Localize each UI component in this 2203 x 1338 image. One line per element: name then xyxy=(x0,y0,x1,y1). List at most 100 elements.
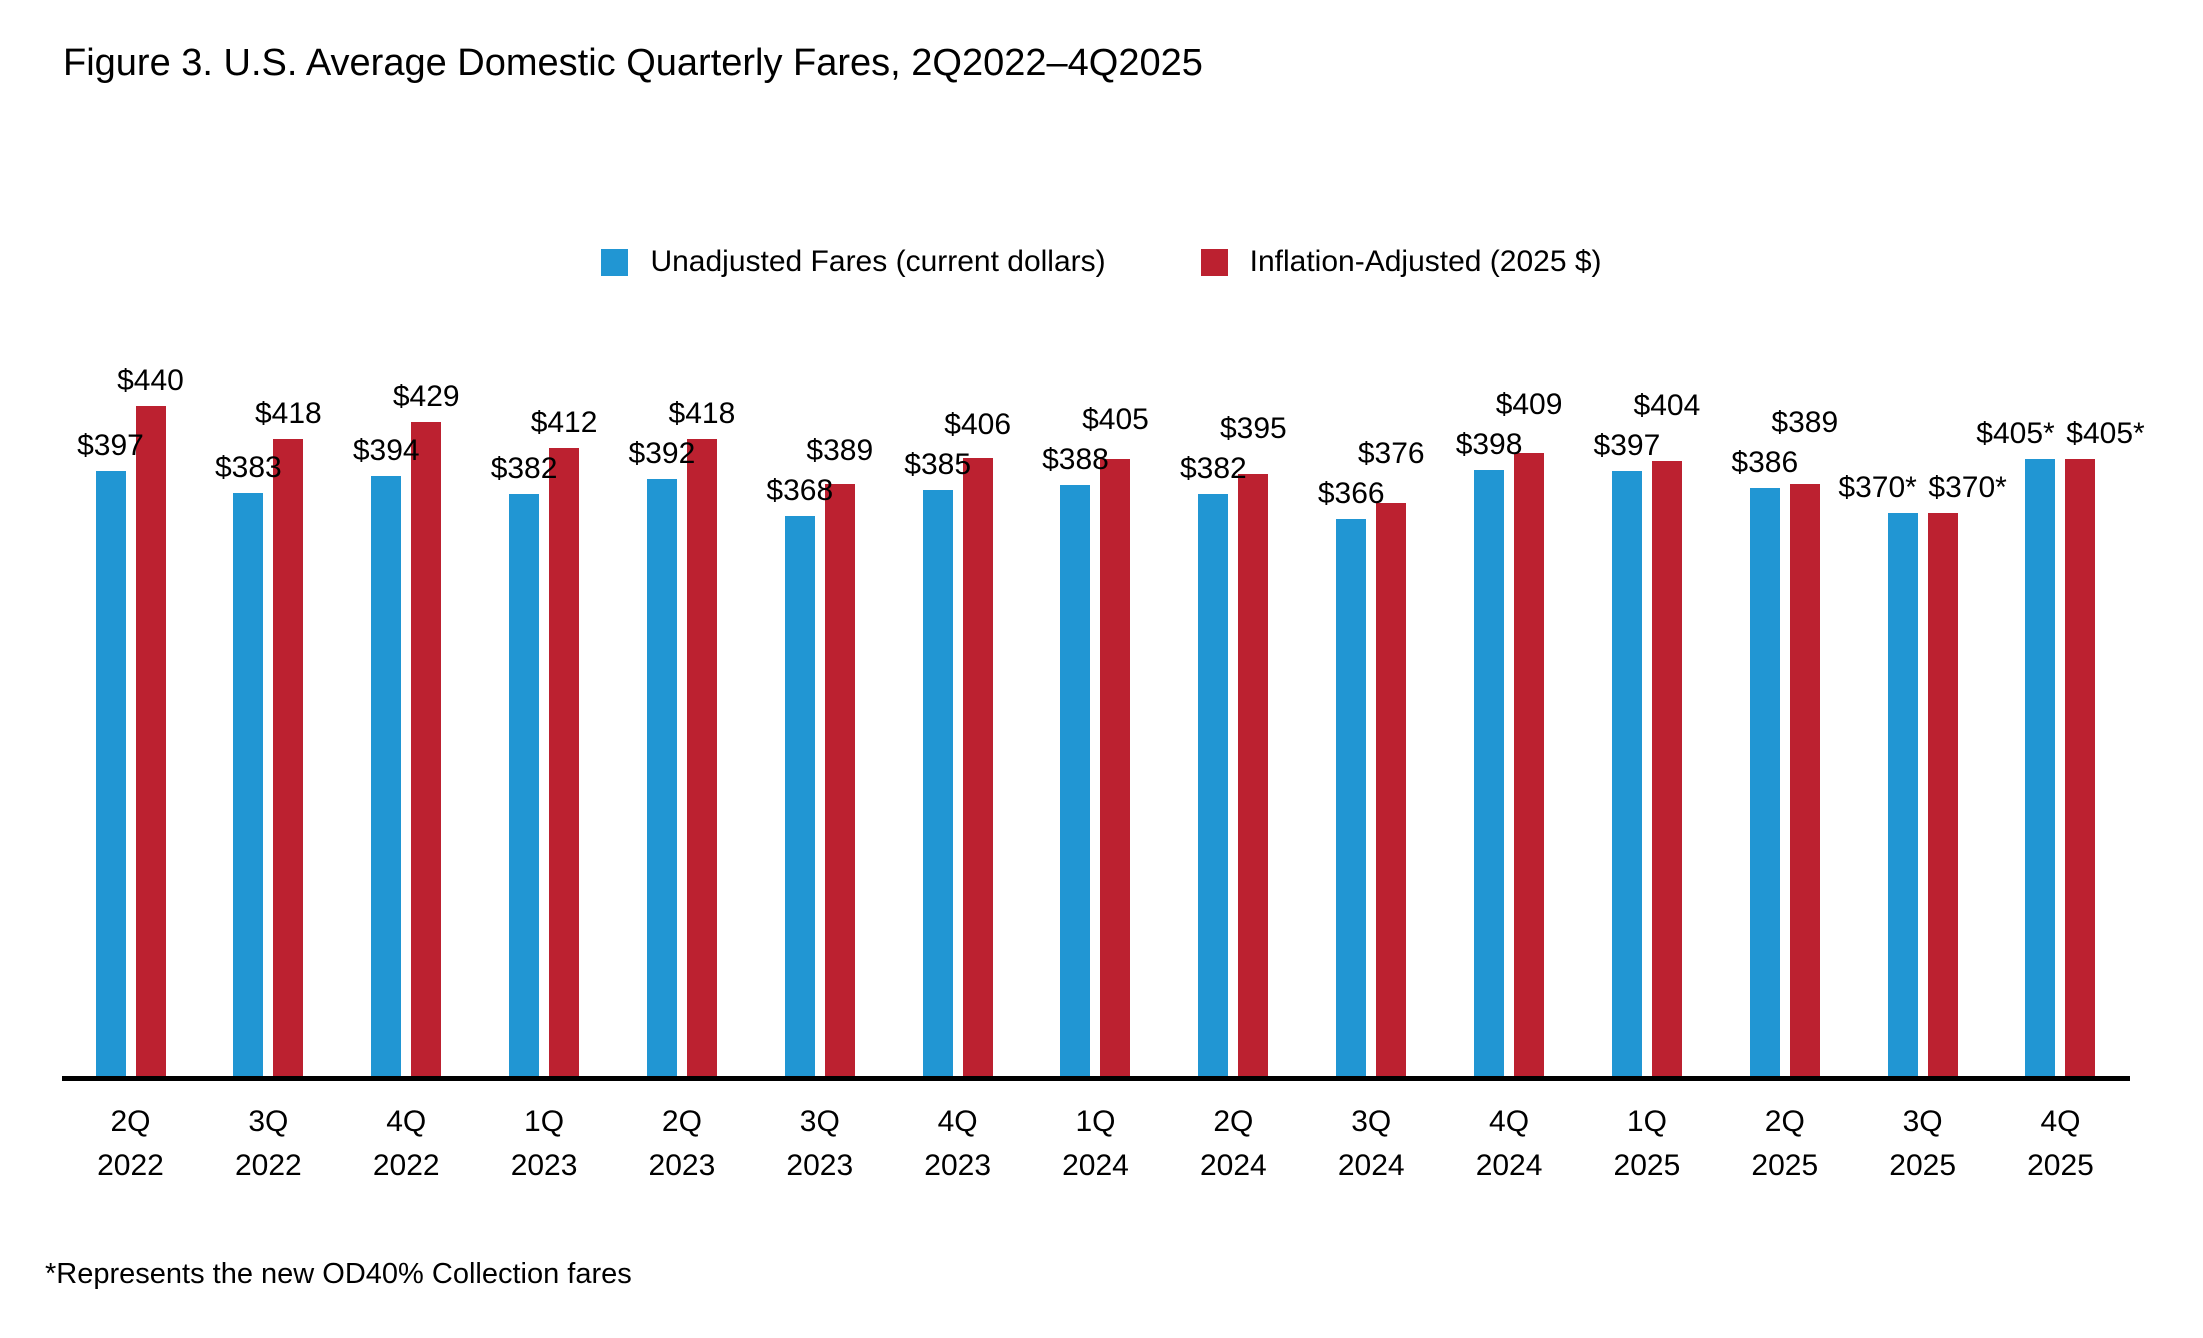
bar-inflation-adjusted-1Q-2023 xyxy=(549,448,580,1078)
x-tick-year: 2023 xyxy=(648,1149,716,1182)
x-tick-year: 2024 xyxy=(1062,1149,1129,1182)
bar-unadjusted-2Q-2025 xyxy=(1749,488,1780,1078)
bar-unadjusted-3Q-2022 xyxy=(233,492,264,1078)
bar-label-unadjusted-2Q-2024: $382 xyxy=(1179,452,1247,486)
bar-label-inflation-adjusted-3Q-2023: $389 xyxy=(806,433,874,467)
x-tick-quarter: 2Q xyxy=(110,1105,151,1138)
bar-label-unadjusted-4Q-2024: $398 xyxy=(1455,427,1523,461)
bar-inflation-adjusted-4Q-2022 xyxy=(411,422,442,1078)
x-tick-year: 2022 xyxy=(97,1149,164,1182)
x-tick-quarter: 2Q xyxy=(1213,1105,1254,1138)
legend-item-inflation-adjusted: Inflation-Adjusted (2025 $) xyxy=(1200,245,1602,279)
x-tick-quarter: 2Q xyxy=(1764,1105,1805,1138)
x-tick-quarter: 3Q xyxy=(1351,1105,1392,1138)
bar-label-unadjusted-4Q-2022: $394 xyxy=(352,433,420,467)
x-tick-2Q-2024: 2Q 2024 xyxy=(1200,1100,1267,1188)
bar-label-inflation-adjusted-3Q-2025: $370* xyxy=(1928,470,2007,504)
x-tick-3Q-2023: 3Q 2023 xyxy=(786,1100,853,1188)
bar-inflation-adjusted-1Q-2024 xyxy=(1100,459,1131,1078)
bar-label-unadjusted-2Q-2025: $386 xyxy=(1731,446,1799,480)
x-tick-quarter: 4Q xyxy=(937,1105,978,1138)
footnote: *Represents the new OD40% Collection far… xyxy=(45,1258,632,1290)
x-tick-3Q-2024: 3Q 2024 xyxy=(1338,1100,1405,1188)
bar-label-inflation-adjusted-1Q-2023: $412 xyxy=(530,406,598,440)
x-tick-4Q-2024: 4Q 2024 xyxy=(1476,1100,1543,1188)
bar-unadjusted-2Q-2023 xyxy=(646,479,677,1078)
x-tick-year: 2022 xyxy=(234,1149,302,1182)
bar-inflation-adjusted-3Q-2022 xyxy=(273,439,304,1078)
x-tick-4Q-2022: 4Q 2022 xyxy=(373,1100,440,1188)
x-tick-4Q-2023: 4Q 2023 xyxy=(924,1100,991,1188)
x-tick-quarter: 4Q xyxy=(1489,1105,1530,1138)
x-tick-year: 2023 xyxy=(510,1149,578,1182)
bar-unadjusted-3Q-2024 xyxy=(1336,518,1367,1078)
bar-label-unadjusted-4Q-2025: $405* xyxy=(1976,417,2055,451)
bar-label-unadjusted-4Q-2023: $385 xyxy=(904,447,972,481)
figure-title: Figure 3. U.S. Average Domestic Quarterl… xyxy=(63,42,1203,84)
x-tick-year: 2024 xyxy=(1475,1149,1543,1182)
bar-unadjusted-4Q-2024 xyxy=(1474,469,1505,1078)
bar-label-inflation-adjusted-4Q-2023: $406 xyxy=(944,407,1012,441)
x-tick-year: 2025 xyxy=(1751,1149,1819,1182)
bar-unadjusted-3Q-2025 xyxy=(1887,512,1918,1078)
bar-unadjusted-4Q-2025 xyxy=(2025,459,2056,1078)
bar-inflation-adjusted-3Q-2025 xyxy=(1927,512,1958,1078)
bar-inflation-adjusted-4Q-2024 xyxy=(1514,453,1545,1078)
bar-label-unadjusted-2Q-2023: $392 xyxy=(628,437,696,471)
x-tick-2Q-2023: 2Q 2023 xyxy=(649,1100,716,1188)
x-tick-quarter: 3Q xyxy=(799,1105,840,1138)
x-tick-year: 2023 xyxy=(786,1149,854,1182)
legend-label-unadjusted: Unadjusted Fares (current dollars) xyxy=(650,245,1106,278)
bar-label-unadjusted-1Q-2024: $388 xyxy=(1042,443,1109,477)
x-tick-quarter: 1Q xyxy=(1626,1105,1667,1138)
bar-label-inflation-adjusted-2Q-2022: $440 xyxy=(117,363,184,397)
bar-unadjusted-4Q-2022 xyxy=(371,475,402,1078)
bar-inflation-adjusted-2Q-2024 xyxy=(1238,474,1269,1078)
bar-inflation-adjusted-3Q-2023 xyxy=(824,483,855,1078)
bar-label-inflation-adjusted-3Q-2024: $376 xyxy=(1357,436,1425,470)
bar-label-unadjusted-1Q-2025: $397 xyxy=(1593,429,1661,463)
bar-inflation-adjusted-4Q-2025 xyxy=(2065,459,2096,1078)
bar-unadjusted-3Q-2023 xyxy=(784,515,815,1078)
bar-label-unadjusted-3Q-2025: $370* xyxy=(1838,470,1917,504)
x-tick-year: 2025 xyxy=(1889,1149,1957,1182)
x-tick-1Q-2024: 1Q 2024 xyxy=(1062,1100,1129,1188)
legend-label-inflation-adjusted: Inflation-Adjusted (2025 $) xyxy=(1249,245,1602,278)
bar-label-inflation-adjusted-2Q-2025: $389 xyxy=(1771,406,1839,440)
x-tick-year: 2024 xyxy=(1199,1149,1267,1182)
bar-label-inflation-adjusted-4Q-2025: $405* xyxy=(2066,417,2145,451)
x-tick-year: 2025 xyxy=(2027,1149,2094,1182)
x-tick-quarter: 2Q xyxy=(661,1105,702,1138)
x-tick-year: 2024 xyxy=(1337,1149,1405,1182)
x-tick-year: 2025 xyxy=(1613,1149,1681,1182)
bar-inflation-adjusted-3Q-2024 xyxy=(1376,503,1407,1078)
bar-inflation-adjusted-2Q-2022 xyxy=(135,405,166,1078)
bar-label-inflation-adjusted-4Q-2022: $429 xyxy=(392,380,460,414)
bar-label-inflation-adjusted-3Q-2022: $418 xyxy=(254,397,322,431)
bar-label-inflation-adjusted-1Q-2025: $404 xyxy=(1633,389,1701,423)
x-tick-2Q-2022: 2Q 2022 xyxy=(97,1100,164,1188)
bar-label-unadjusted-3Q-2022: $383 xyxy=(214,450,282,484)
x-tick-quarter: 4Q xyxy=(386,1105,427,1138)
bar-label-unadjusted-3Q-2023: $368 xyxy=(766,473,834,507)
bar-unadjusted-1Q-2023 xyxy=(509,494,540,1078)
bar-inflation-adjusted-4Q-2023 xyxy=(962,457,993,1078)
bar-unadjusted-1Q-2025 xyxy=(1611,471,1642,1078)
bar-unadjusted-1Q-2024 xyxy=(1060,485,1091,1078)
bar-label-unadjusted-3Q-2024: $366 xyxy=(1317,476,1385,510)
legend-swatch-inflation-adjusted-icon xyxy=(1200,248,1228,276)
bar-label-inflation-adjusted-2Q-2023: $418 xyxy=(668,397,736,431)
x-tick-4Q-2025: 4Q 2025 xyxy=(2027,1100,2094,1188)
legend: Unadjusted Fares (current dollars) Infla… xyxy=(0,245,2203,279)
bar-unadjusted-2Q-2024 xyxy=(1198,494,1229,1078)
bar-inflation-adjusted-2Q-2025 xyxy=(1789,483,1820,1078)
x-tick-quarter: 3Q xyxy=(1902,1105,1943,1138)
bar-inflation-adjusted-2Q-2023 xyxy=(686,439,717,1078)
bar-label-inflation-adjusted-1Q-2024: $405 xyxy=(1082,403,1149,437)
x-tick-1Q-2023: 1Q 2023 xyxy=(511,1100,578,1188)
bar-inflation-adjusted-1Q-2025 xyxy=(1651,460,1682,1078)
x-tick-2Q-2025: 2Q 2025 xyxy=(1751,1100,1818,1188)
bar-label-inflation-adjusted-4Q-2024: $409 xyxy=(1495,387,1563,421)
